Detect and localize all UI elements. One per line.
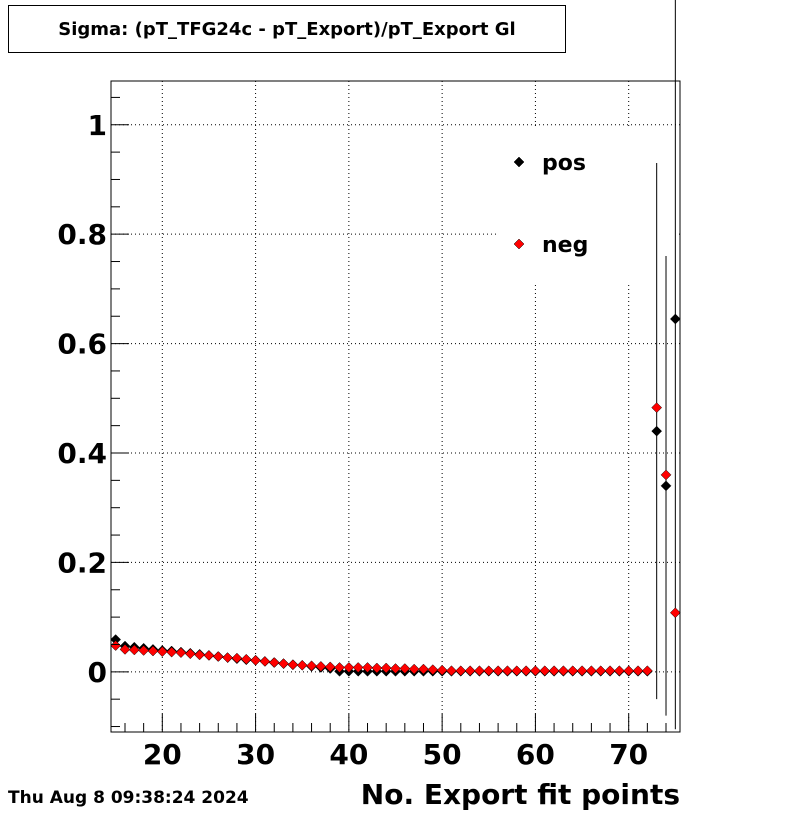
point-neg [492, 665, 504, 677]
point-neg [520, 665, 532, 677]
point-neg [464, 665, 476, 677]
point-neg [651, 402, 663, 413]
point-neg [436, 664, 448, 676]
x-tick-label: 40 [329, 738, 368, 771]
error-bars [656, 0, 676, 730]
point-neg [558, 665, 569, 677]
point-neg [296, 659, 308, 671]
point-neg [156, 646, 168, 657]
point-neg [418, 663, 429, 675]
point-neg [604, 665, 616, 677]
x-tick-label: 70 [609, 738, 648, 771]
point-neg [530, 665, 541, 677]
point-neg [539, 665, 551, 677]
point-neg [166, 646, 177, 658]
point-neg [138, 645, 150, 656]
y-tick-label: 0.6 [57, 328, 107, 361]
point-neg [212, 651, 224, 662]
chart-title-box: Sigma: (pT_TFG24c - pT_Export)/pT_Export… [8, 5, 566, 53]
point-neg [250, 654, 261, 666]
point-neg [119, 644, 131, 655]
point-neg [203, 650, 215, 661]
point-neg [511, 665, 523, 677]
point-neg [306, 660, 317, 672]
point-neg [548, 665, 560, 677]
point-neg [455, 665, 467, 677]
chart-title: Sigma: (pT_TFG24c - pT_Export)/pT_Export… [58, 18, 516, 40]
point-neg [576, 665, 588, 677]
point-neg [362, 662, 373, 673]
point-neg [399, 663, 411, 674]
legend: pos neg [513, 151, 588, 258]
point-neg [315, 660, 327, 672]
point-neg [175, 647, 187, 659]
point-neg [474, 665, 485, 677]
point-neg [324, 661, 336, 673]
point-neg [446, 665, 457, 677]
axis-ticks [111, 96, 667, 732]
data-points [110, 313, 681, 677]
point-neg [502, 665, 513, 677]
point-neg [278, 658, 289, 669]
legend-marker-pos [513, 156, 525, 168]
point-neg [614, 665, 625, 677]
legend-box [496, 126, 678, 284]
point-neg [660, 469, 672, 481]
point-neg [184, 648, 196, 660]
point-neg [669, 607, 681, 619]
legend-label-neg: neg [542, 233, 588, 258]
point-neg [343, 662, 355, 673]
point-pos [651, 425, 663, 437]
point-neg [390, 663, 401, 674]
tick-labels: 20 30 40 50 60 70 0 0.2 0.4 0.6 0.8 1 [57, 109, 648, 771]
y-tick-label: 0.4 [57, 437, 107, 470]
x-tick-label: 60 [516, 738, 555, 771]
plot-frame-rect [110, 80, 681, 733]
point-pos [660, 480, 672, 492]
x-axis-label: No. Export fit points [360, 778, 680, 811]
point-neg [194, 649, 205, 661]
point-neg [371, 662, 383, 674]
point-neg [483, 665, 495, 677]
point-neg [287, 659, 299, 671]
point-neg [268, 657, 280, 668]
point-neg [427, 664, 439, 675]
point-neg [632, 665, 644, 677]
datestamp: Thu Aug 8 09:38:24 2024 [8, 788, 249, 808]
y-tick-label: 0.2 [57, 546, 107, 579]
point-neg [641, 665, 653, 677]
point-neg [586, 665, 597, 677]
point-neg [408, 663, 420, 675]
legend-label-pos: pos [542, 151, 586, 176]
x-tick-label: 50 [423, 738, 462, 771]
point-neg [595, 665, 607, 677]
y-tick-label: 0 [88, 656, 107, 689]
point-pos [669, 313, 681, 325]
point-neg [567, 665, 579, 677]
point-neg [147, 645, 159, 657]
point-neg [222, 652, 233, 663]
point-neg [352, 662, 364, 673]
point-neg [380, 662, 392, 674]
point-neg [259, 656, 271, 667]
point-neg [110, 640, 122, 651]
point-neg [231, 652, 243, 664]
x-tick-label: 30 [236, 738, 275, 771]
x-tick-label: 20 [143, 738, 182, 771]
legend-background [496, 126, 678, 284]
y-tick-label: 1 [88, 109, 107, 142]
point-neg [240, 653, 252, 665]
point-neg [334, 662, 345, 673]
point-neg [128, 644, 140, 656]
plot-frame [110, 80, 681, 733]
legend-marker-neg [513, 238, 525, 250]
y-tick-label: 0.8 [57, 218, 107, 251]
point-neg [623, 665, 635, 677]
